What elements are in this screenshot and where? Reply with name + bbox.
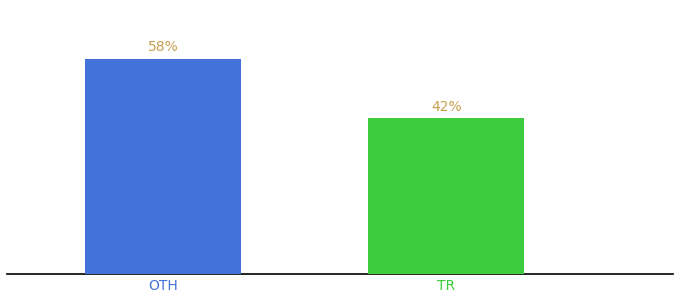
Text: 42%: 42% — [431, 100, 462, 114]
Bar — [369, 118, 524, 274]
Bar — [85, 59, 241, 274]
Text: 58%: 58% — [148, 40, 178, 55]
